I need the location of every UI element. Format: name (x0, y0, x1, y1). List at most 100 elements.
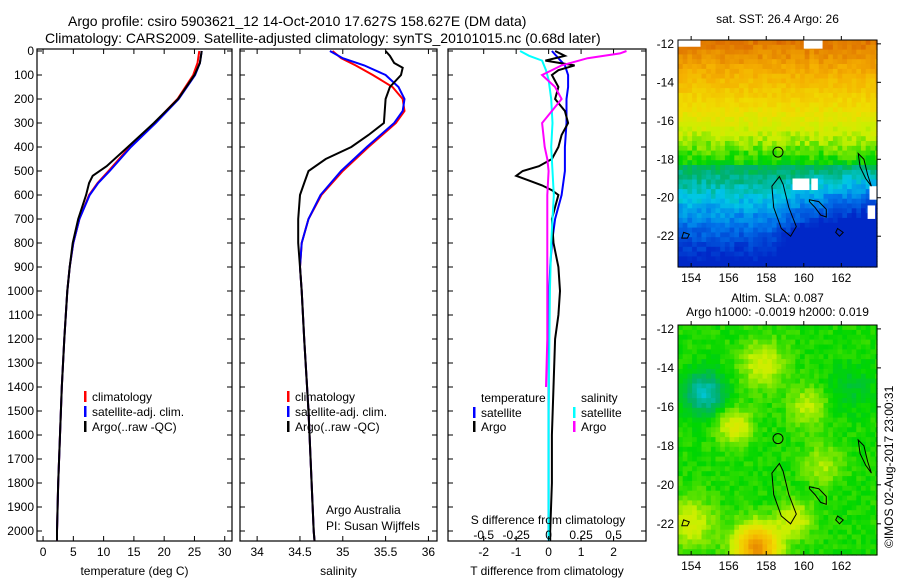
map-cell (809, 456, 815, 463)
map-cell (861, 121, 867, 128)
map-cell (776, 325, 782, 331)
map-cell (856, 466, 862, 472)
map-cell (809, 427, 815, 433)
map-cell (687, 208, 693, 214)
map-cell (832, 107, 839, 113)
map-cell (739, 97, 745, 104)
map-cell (847, 510, 853, 516)
map-cell (861, 150, 867, 156)
map-cell (729, 407, 735, 414)
map-cell (701, 388, 707, 394)
map-cell (875, 179, 878, 185)
map-cell (832, 68, 839, 75)
map-cell (734, 495, 740, 502)
map-cell (814, 174, 820, 181)
temperature-profile-panel: 0100200300400500600700800900100011001200… (7, 44, 233, 578)
map-cell (720, 368, 726, 375)
map-cell (870, 334, 876, 341)
map-cell (692, 359, 698, 365)
map-cell (696, 549, 703, 555)
map-cell (804, 339, 810, 346)
map-cell (842, 446, 848, 453)
map-cell (814, 165, 820, 171)
map-cell (865, 393, 871, 399)
map-cell (743, 112, 749, 118)
map-cell (828, 373, 834, 380)
map-cell (785, 388, 792, 394)
map-cell (678, 208, 684, 214)
map-cell (795, 359, 801, 365)
map-cell (692, 344, 698, 350)
map-cell (757, 500, 764, 506)
map-cell (851, 446, 857, 453)
map-cell (804, 78, 810, 84)
map-cell (790, 227, 796, 233)
map-cell (837, 334, 843, 341)
map-cell (767, 441, 773, 448)
map-cell (865, 92, 871, 99)
map-cell (809, 510, 815, 516)
map-cell (809, 251, 815, 257)
map-cell (757, 222, 764, 229)
map-cell (739, 208, 745, 214)
lat-tick-label: -22 (657, 229, 675, 243)
map-cell (847, 184, 853, 190)
map-cell (818, 88, 825, 94)
map-cell (837, 160, 843, 166)
map-cell (767, 412, 773, 419)
map-cell (781, 251, 787, 257)
map-cell (856, 193, 862, 200)
map-cell (856, 232, 862, 238)
map-cell (687, 44, 693, 51)
map-cell (710, 169, 717, 176)
map-cell (701, 189, 707, 195)
map-cell (795, 495, 801, 502)
map-cell (720, 222, 726, 229)
map-cell (776, 145, 782, 152)
legend-label: Argo(..raw -QC) (295, 420, 380, 434)
map-cell (828, 383, 834, 389)
map-cell (739, 73, 745, 80)
map-cell (687, 529, 693, 536)
map-cell (851, 112, 857, 118)
map-cell (832, 208, 839, 214)
map-cell (715, 59, 721, 65)
map-cell (710, 150, 717, 156)
map-cell (757, 432, 764, 438)
map-cell (776, 97, 782, 104)
map-cell (701, 359, 707, 365)
map-cell (809, 59, 815, 65)
map-cell (687, 92, 693, 99)
map-cell (809, 480, 815, 487)
map-cell (865, 141, 871, 147)
map-cell (776, 121, 782, 128)
map-cell (818, 131, 825, 137)
map-cell (724, 131, 731, 137)
map-cell (818, 349, 825, 355)
map-cell (753, 208, 759, 214)
map-cell (818, 78, 825, 84)
map-cell (804, 141, 810, 147)
map-cell (842, 184, 848, 190)
lat-tick-label: -16 (657, 114, 675, 128)
map-cell (734, 490, 740, 497)
map-cell (818, 544, 825, 550)
map-cell (861, 208, 867, 214)
map-cell (757, 349, 764, 355)
map-cell (720, 383, 726, 389)
map-cell (753, 505, 759, 511)
map-cell (795, 529, 801, 536)
map-cell (701, 155, 707, 161)
map-cell (687, 325, 693, 331)
map-cell (800, 203, 806, 209)
map-cell (692, 515, 698, 521)
map-cell (682, 68, 688, 75)
map-cell (706, 427, 712, 433)
map-cell (771, 334, 778, 341)
map-cell (757, 49, 764, 55)
map-cell (743, 441, 749, 448)
map-cell (762, 107, 768, 113)
map-cell (818, 412, 825, 419)
map-cell (823, 373, 829, 380)
map-cell (776, 529, 782, 536)
